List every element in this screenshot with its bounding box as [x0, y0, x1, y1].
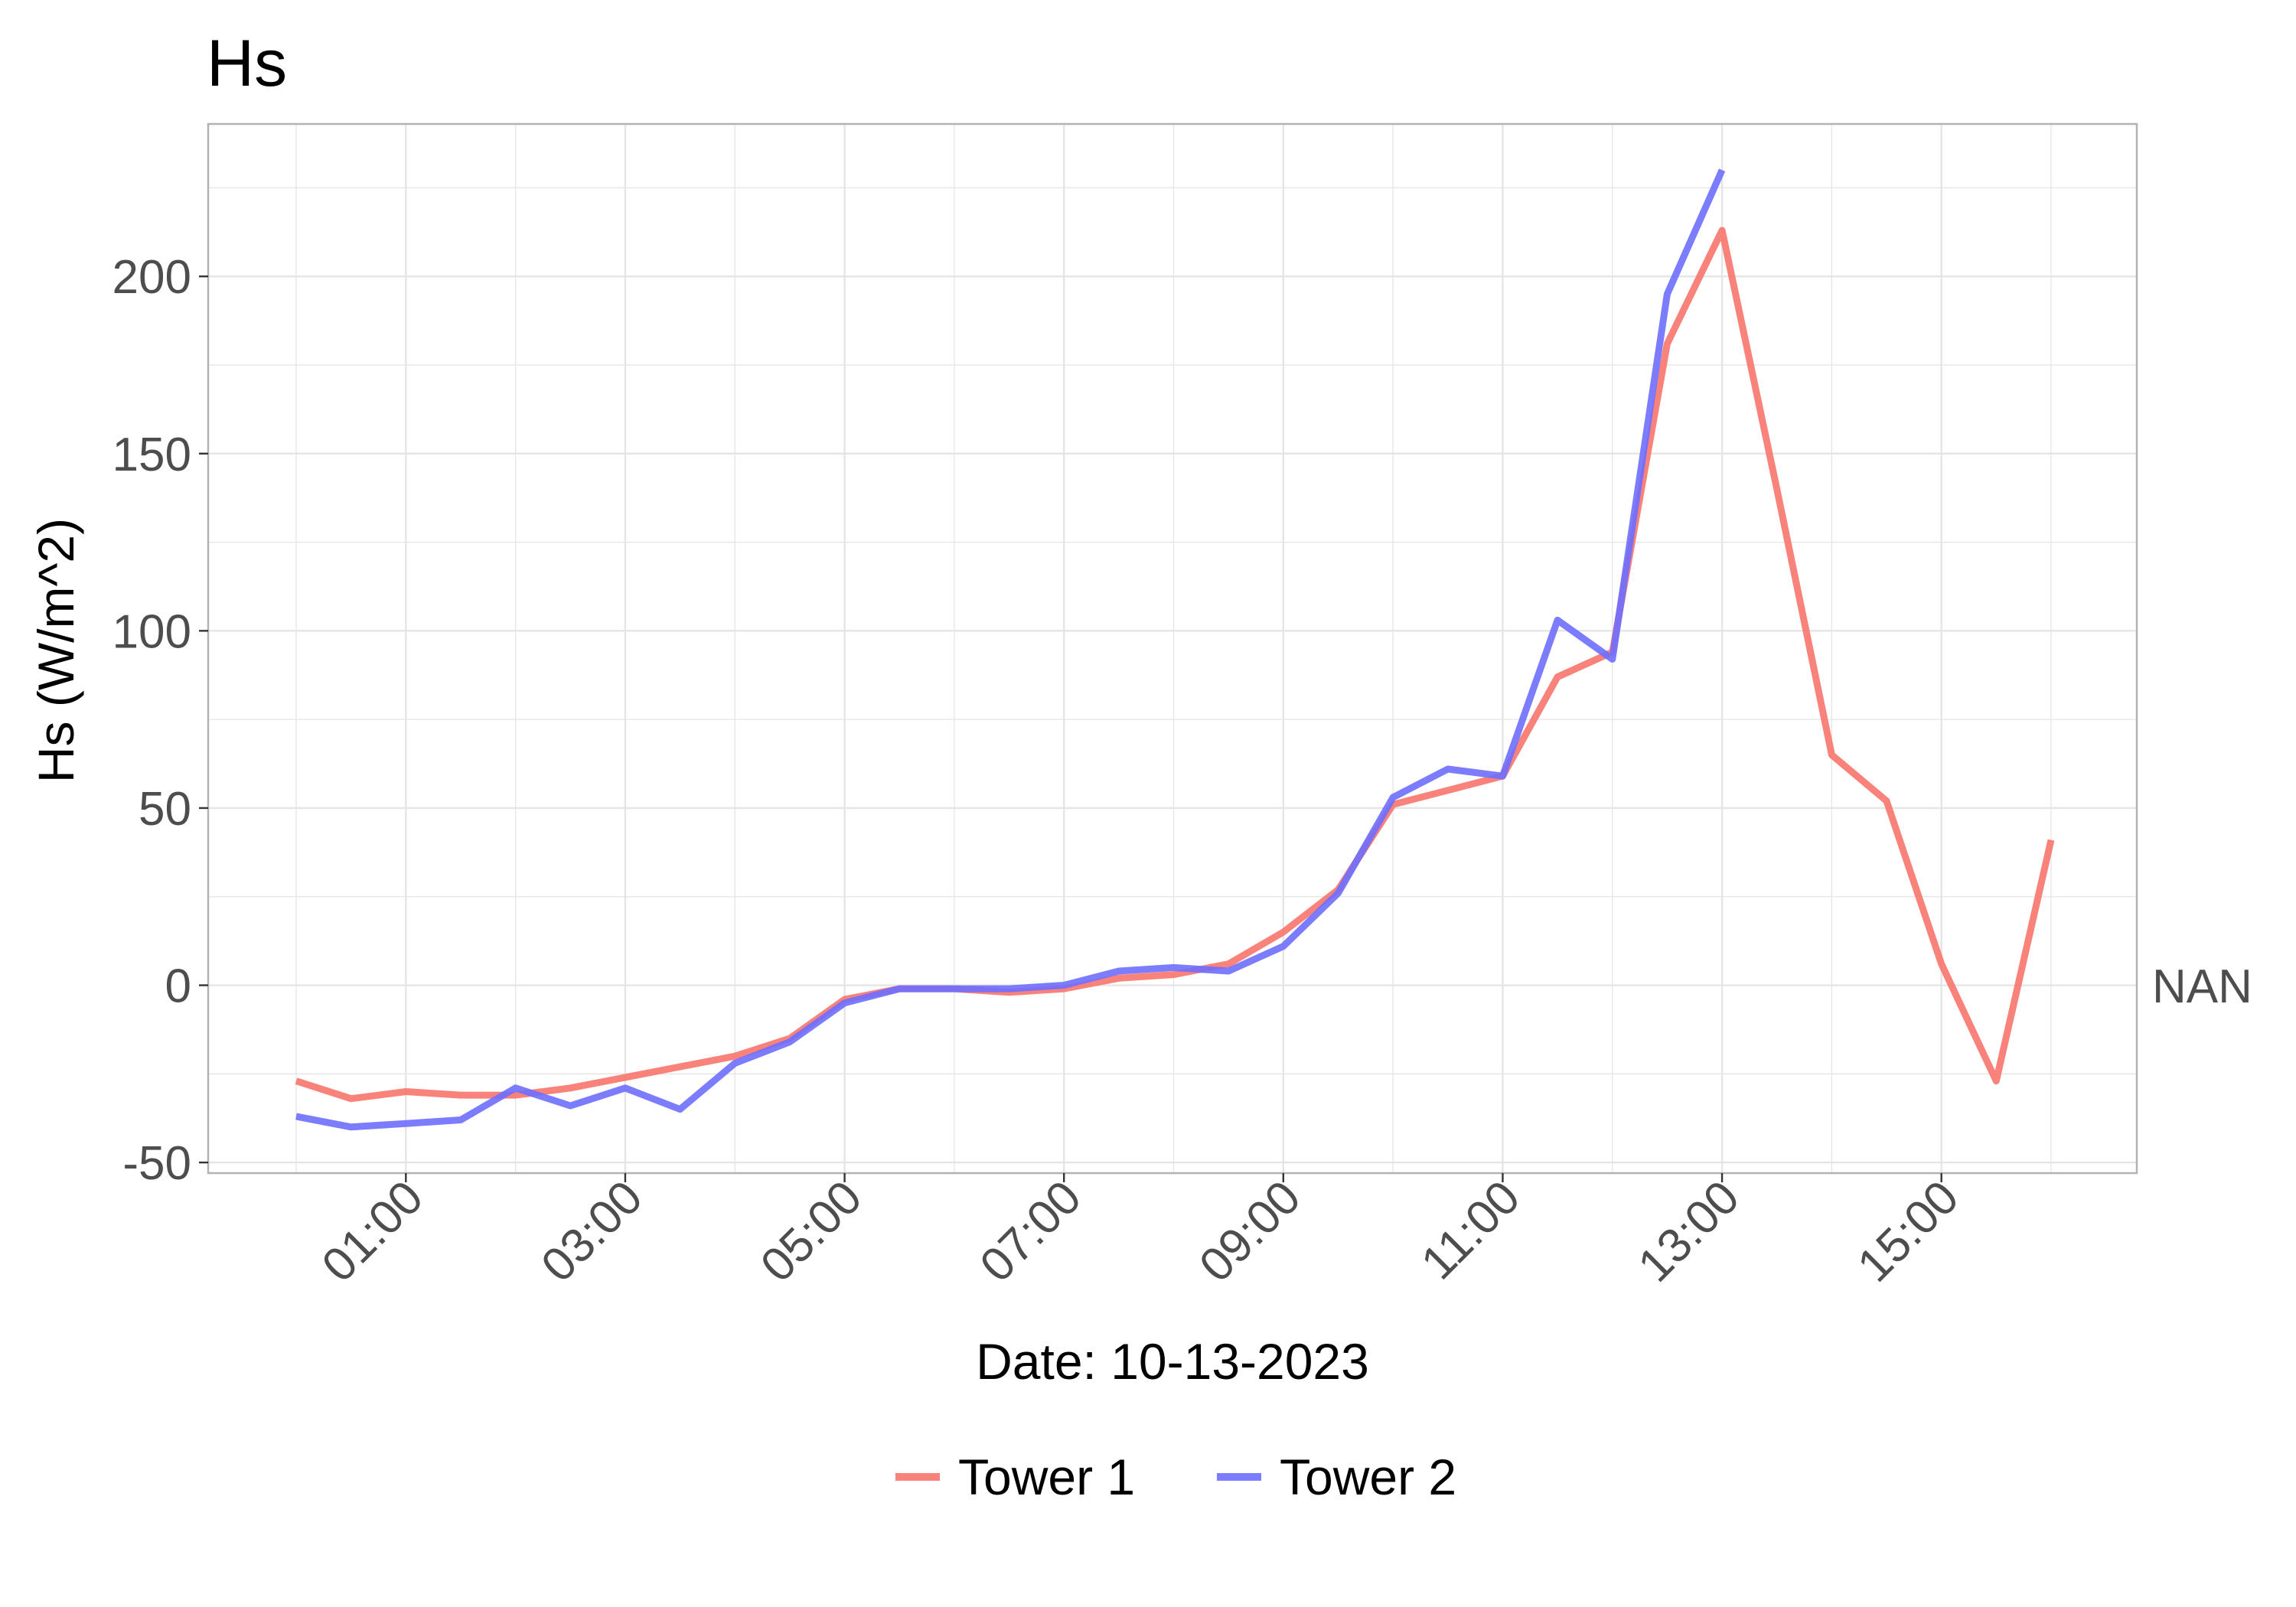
x-axis-title: Date: 10-13-2023 — [976, 1333, 1369, 1390]
plot-panel — [207, 122, 2138, 1175]
legend-label: Tower 2 — [1280, 1449, 1456, 1505]
series-lines — [295, 168, 2055, 1131]
series-line-tower-1 — [295, 227, 2055, 1103]
minor-gridlines — [208, 124, 2137, 1173]
x-tick-label: 13:00 — [1628, 1171, 1750, 1292]
secondary-axis-label: NAN — [2152, 960, 2252, 1013]
y-tick-label: -50 — [122, 1137, 191, 1190]
y-tick-label: 200 — [113, 251, 191, 304]
y-axis-title: Hs (W/m^2) — [28, 518, 84, 783]
legend: Tower 1 Tower 2 — [895, 1449, 1456, 1505]
x-tick-label: 03:00 — [531, 1171, 653, 1292]
x-tick-label: 07:00 — [970, 1171, 1092, 1292]
x-tick-label: 09:00 — [1189, 1171, 1311, 1292]
legend-label: Tower 1 — [958, 1449, 1135, 1505]
x-tick-label: 15:00 — [1848, 1171, 1969, 1292]
y-axis-ticks: -50 0 50 100 150 200 — [113, 251, 208, 1190]
y-tick-label: 150 — [113, 429, 191, 481]
x-tick-label: 11:00 — [1411, 1171, 1530, 1289]
y-tick-label: 0 — [165, 960, 191, 1013]
series-line-tower-2 — [295, 168, 1726, 1131]
chart-title: Hs — [207, 27, 287, 100]
x-tick-label: 01:00 — [312, 1171, 434, 1292]
x-tick-label: 05:00 — [751, 1171, 872, 1292]
y-tick-label: 100 — [113, 605, 191, 658]
x-axis-ticks: 01:00 03:00 05:00 07:00 09:00 11:00 13:00 15:00 — [312, 1171, 1969, 1292]
major-gridlines — [208, 124, 2137, 1173]
y-tick-label: 50 — [139, 783, 191, 836]
